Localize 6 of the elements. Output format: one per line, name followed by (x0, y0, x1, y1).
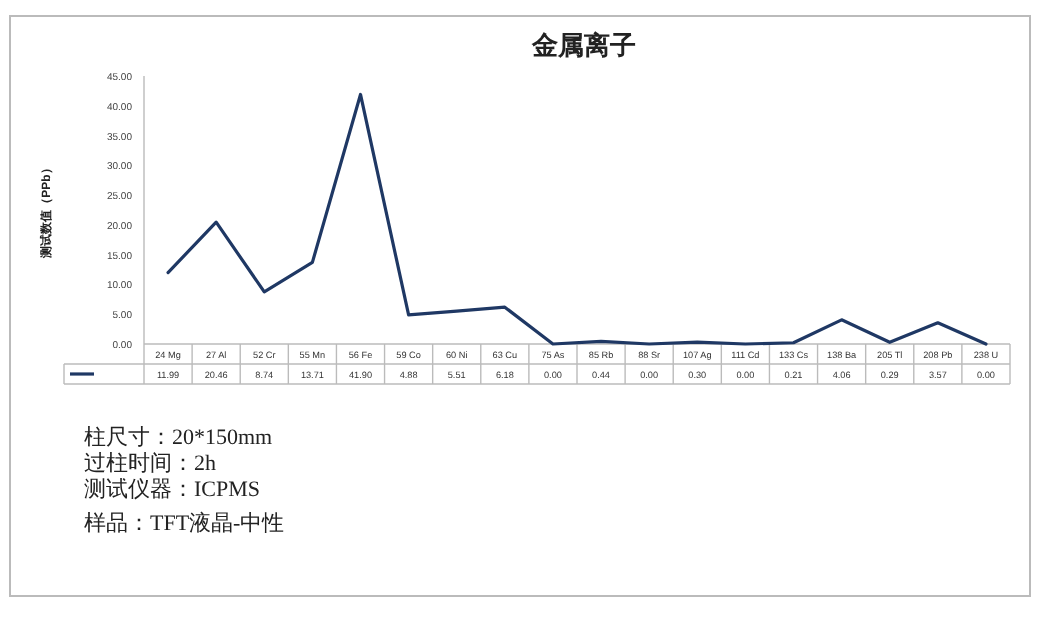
line-series (166, 92, 988, 346)
chart-title: 金属离子 (530, 30, 636, 60)
text: 过柱时间：2h (84, 450, 217, 476)
text: 柱尺寸：20*150mm (84, 424, 274, 450)
text: 测试仪器：ICPMS (84, 476, 261, 502)
text: 样品：TFT液晶-中性 (84, 510, 285, 536)
